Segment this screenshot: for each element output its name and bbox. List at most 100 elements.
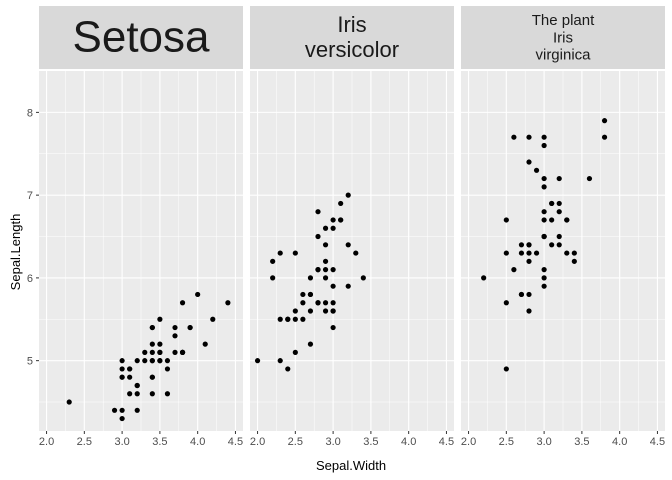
data-point	[330, 267, 336, 273]
data-point	[511, 267, 517, 273]
facet-strip	[250, 6, 454, 69]
data-point	[179, 300, 186, 306]
data-point	[254, 358, 261, 364]
facet-strip-label: virginica	[535, 47, 591, 64]
data-point	[330, 283, 336, 289]
data-point	[111, 407, 118, 413]
data-point	[142, 349, 148, 355]
data-point	[315, 267, 321, 273]
data-point	[330, 300, 336, 306]
facet-strip	[461, 6, 665, 69]
x-tick-label: 2.5	[288, 436, 303, 448]
data-point	[292, 316, 298, 322]
data-point	[292, 250, 298, 256]
data-point	[157, 358, 163, 364]
data-point	[127, 391, 133, 397]
data-point	[541, 184, 547, 190]
data-point	[556, 242, 562, 248]
data-point	[549, 242, 555, 248]
data-point	[322, 225, 329, 231]
x-axis: 2.0 2.5 3.0 3.5 4.0 4.5 2.0 2.5 3.0 3.5 4.0 4.5 2.0 2…	[39, 431, 665, 448]
data-point	[511, 134, 517, 140]
x-tick-label: 3.5	[363, 436, 378, 448]
data-point	[172, 333, 178, 339]
data-point	[526, 134, 532, 140]
data-point	[526, 159, 532, 165]
x-tick-label: 4.0	[401, 436, 416, 448]
data-point	[338, 200, 344, 207]
data-point	[571, 258, 577, 264]
data-point	[179, 349, 186, 355]
data-point	[210, 316, 216, 322]
data-point	[330, 308, 336, 314]
y-axis: 5 6 7 8	[27, 107, 39, 368]
y-tick-label: 7	[27, 190, 33, 202]
x-tick-label: 3.0	[325, 436, 340, 448]
data-point	[322, 275, 329, 281]
data-point	[556, 233, 562, 240]
data-point	[149, 341, 155, 347]
data-point	[157, 341, 163, 347]
data-point	[127, 374, 133, 380]
data-point	[345, 283, 351, 289]
data-point	[149, 358, 155, 364]
x-tick-label: 2.0	[39, 436, 54, 448]
data-point	[307, 275, 314, 281]
data-point	[119, 358, 125, 364]
data-point	[134, 358, 140, 364]
data-point	[195, 291, 201, 298]
x-tick-label: 3.0	[114, 436, 129, 448]
data-point	[300, 300, 306, 306]
data-point	[202, 341, 208, 347]
y-tick-label: 6	[27, 273, 33, 285]
data-point	[225, 300, 231, 306]
data-point	[307, 291, 314, 298]
data-point	[556, 175, 562, 182]
data-point	[134, 382, 140, 389]
data-point	[518, 291, 525, 298]
data-point	[503, 217, 509, 223]
data-point	[541, 209, 547, 215]
facet-strip-label: The plant	[532, 12, 595, 29]
data-point	[285, 366, 291, 372]
data-point	[134, 407, 140, 413]
x-tick-label: 3.5	[152, 436, 167, 448]
data-point	[526, 291, 532, 298]
data-point	[270, 275, 276, 281]
x-tick-label: 4.5	[228, 436, 243, 448]
x-tick-label: 3.5	[574, 436, 589, 448]
data-point	[172, 324, 178, 331]
data-point	[549, 200, 555, 207]
data-point	[187, 324, 193, 331]
data-point	[601, 134, 608, 140]
data-point	[526, 308, 532, 314]
data-point	[541, 267, 547, 273]
data-point	[164, 391, 171, 397]
data-point	[277, 250, 283, 256]
data-point	[549, 217, 555, 223]
x-tick-label: 4.5	[439, 436, 454, 448]
x-tick-label: 3.0	[536, 436, 551, 448]
data-point	[157, 349, 163, 355]
facet-strip-label: versicolor	[305, 37, 399, 62]
data-point	[338, 217, 344, 223]
data-point	[533, 167, 540, 173]
data-point	[330, 217, 336, 223]
data-point	[526, 250, 532, 256]
data-point	[345, 242, 351, 248]
facet-strip-label: Setosa	[73, 13, 211, 62]
data-point	[586, 175, 593, 182]
x-tick-label: 4.0	[612, 436, 627, 448]
data-point	[285, 316, 291, 322]
data-point	[127, 366, 133, 372]
data-point	[541, 233, 547, 240]
data-point	[533, 250, 540, 256]
x-tick-label: 4.5	[650, 436, 665, 448]
data-point	[119, 407, 125, 413]
data-point	[503, 366, 509, 372]
data-point	[142, 358, 148, 364]
data-point	[601, 118, 608, 124]
y-axis-title: Sepal.Length	[8, 214, 23, 291]
